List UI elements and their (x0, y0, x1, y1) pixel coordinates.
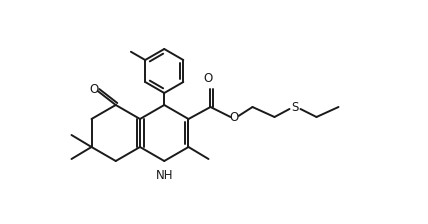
Text: O: O (89, 82, 98, 95)
Text: S: S (291, 101, 298, 114)
Text: O: O (230, 110, 239, 123)
Text: O: O (204, 72, 213, 85)
Text: NH: NH (155, 169, 173, 182)
